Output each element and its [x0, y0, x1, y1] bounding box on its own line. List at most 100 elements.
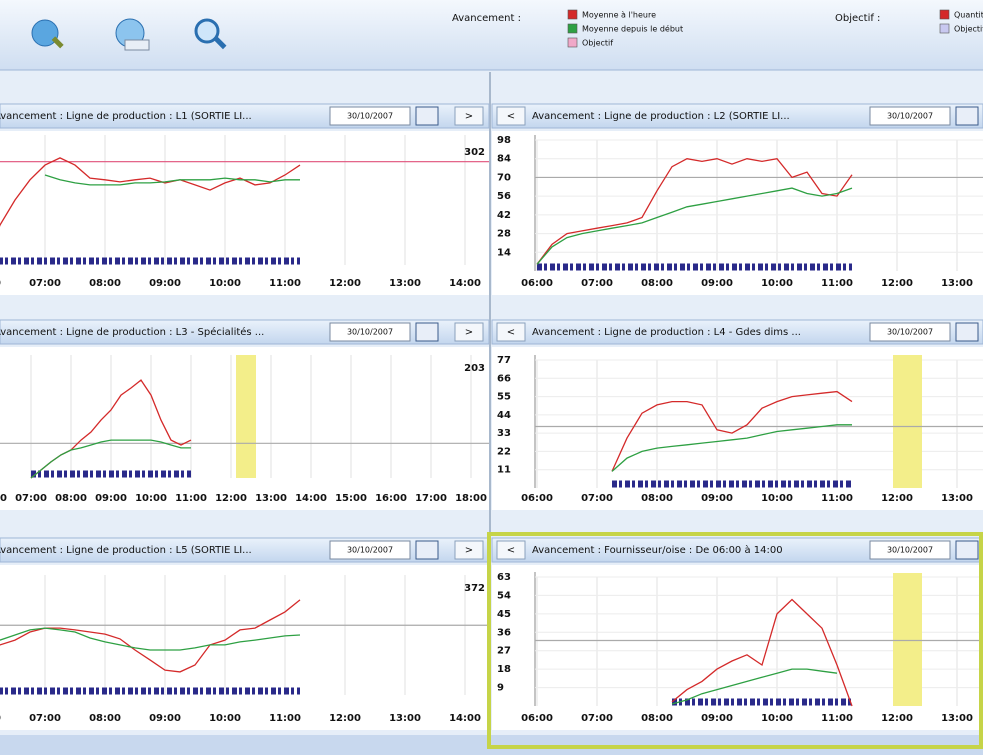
y-tick-label: 56 — [497, 191, 511, 202]
nav-button[interactable] — [454, 322, 484, 342]
nav-button-label[interactable]: < — [507, 327, 515, 338]
series-line — [0, 599, 301, 673]
x-tick-label: 13:00 — [941, 713, 973, 724]
nav-button-label[interactable]: > — [465, 545, 473, 556]
icon-refresh[interactable] — [115, 18, 150, 51]
x-tick-label: 08:00 — [641, 278, 673, 289]
x-tick-label: 06:00 — [521, 493, 553, 504]
nav-button-label[interactable]: < — [507, 545, 515, 556]
panel: > Avancement : Ligne de production : L3 -… — [0, 319, 490, 510]
date-field[interactable] — [329, 540, 411, 560]
calendar-button[interactable] — [415, 106, 439, 126]
date-field[interactable] — [869, 106, 951, 126]
calendar-button[interactable] — [955, 106, 979, 126]
y-tick-label: 63 — [497, 572, 511, 583]
target-label: 203 — [464, 363, 485, 374]
x-tick-label: 17:00 — [415, 493, 447, 504]
nav-button[interactable] — [496, 540, 526, 560]
panel-title: Avancement : Fournisseur/oise : De 06:00… — [532, 544, 783, 556]
x-tick-label: 12:00 — [329, 713, 361, 724]
x-tick-label: 09:00 — [149, 713, 181, 724]
nav-button[interactable] — [454, 540, 484, 560]
x-tick-label: 06:00 — [0, 493, 7, 504]
x-tick-label: 12:00 — [881, 713, 913, 724]
date-field[interactable] — [329, 106, 411, 126]
x-tick-label: 12:00 — [881, 278, 913, 289]
calendar-button[interactable] — [955, 540, 979, 560]
x-tick-label: 10:00 — [761, 493, 793, 504]
date-value: 30/10/2007 — [347, 112, 393, 121]
panel-title: Avancement : Ligne de production : L4 - … — [532, 327, 801, 338]
x-tick-label: 07:00 — [581, 713, 613, 724]
nav-button-label[interactable]: > — [465, 111, 473, 122]
legend-swatch — [939, 9, 950, 20]
date-field[interactable] — [869, 540, 951, 560]
x-tick-label: 08:00 — [89, 713, 121, 724]
target-label: 302 — [464, 147, 485, 158]
y-tick-label: 28 — [497, 229, 511, 240]
current-time-marker — [893, 355, 922, 488]
x-tick-label: 11:00 — [269, 713, 301, 724]
calendar-button[interactable] — [415, 540, 439, 560]
y-tick-label: 44 — [497, 410, 511, 421]
plot-area — [0, 131, 489, 295]
x-tick-label: 09:00 — [701, 713, 733, 724]
plot-area — [0, 565, 489, 730]
selected-panel-frame — [487, 532, 983, 749]
y-tick-label: 18 — [497, 664, 511, 675]
legend-item: Moyenne depuis le début — [582, 24, 683, 34]
x-tick-label: 07:00 — [581, 278, 613, 289]
x-tick-label: 07:00 — [15, 493, 47, 504]
legend-swatch — [939, 23, 950, 34]
legend-label: Avancement : — [452, 13, 521, 24]
x-tick-label: 09:00 — [95, 493, 127, 504]
x-tick-label: 09:00 — [701, 278, 733, 289]
series-line — [536, 187, 853, 265]
series-line — [0, 627, 301, 651]
x-tick-label: 16:00 — [375, 493, 407, 504]
x-tick-label: 09:00 — [149, 278, 181, 289]
x-tick-label: 08:00 — [641, 713, 673, 724]
nav-button[interactable] — [496, 322, 526, 342]
series-line — [30, 439, 191, 479]
calendar-button[interactable] — [955, 322, 979, 342]
x-tick-label: 10:00 — [135, 493, 167, 504]
x-tick-label: 08:00 — [641, 493, 673, 504]
x-tick-label: 06:00 — [0, 278, 1, 289]
x-tick-label: 12:00 — [329, 278, 361, 289]
date-value: 30/10/2007 — [887, 546, 933, 555]
icon-search[interactable] — [194, 18, 227, 50]
nav-button-label[interactable]: < — [507, 111, 515, 122]
calendar-button[interactable] — [415, 322, 439, 342]
legend-swatch — [567, 37, 578, 48]
date-value: 30/10/2007 — [887, 328, 933, 337]
legend-item: Objectif — [582, 39, 613, 48]
x-tick-label: 14:00 — [449, 278, 481, 289]
legend-item: Objectif — [954, 25, 983, 34]
nav-button[interactable] — [454, 106, 484, 126]
date-field[interactable] — [329, 322, 411, 342]
series-line — [671, 598, 853, 707]
y-tick-label: 36 — [497, 627, 511, 638]
x-tick-label: 09:00 — [701, 493, 733, 504]
panel: < Avancement : Fournisseur/oise : De 06:0… — [491, 537, 983, 730]
x-tick-label: 11:00 — [821, 713, 853, 724]
x-tick-label: 12:00 — [881, 493, 913, 504]
panel: < Avancement : Ligne de production : L4 -… — [491, 319, 983, 510]
x-tick-label: 14:00 — [295, 493, 327, 504]
nav-button-label[interactable]: > — [465, 327, 473, 338]
y-tick-label: 33 — [497, 428, 511, 439]
date-field[interactable] — [869, 322, 951, 342]
y-tick-label: 14 — [497, 247, 511, 258]
y-tick-label: 54 — [497, 590, 511, 601]
series-line — [611, 424, 852, 472]
nav-button[interactable] — [496, 106, 526, 126]
y-tick-label: 55 — [497, 392, 511, 403]
y-tick-label: 66 — [497, 373, 511, 384]
x-tick-label: 06:00 — [0, 713, 1, 724]
x-tick-label: 06:00 — [521, 713, 553, 724]
date-value: 30/10/2007 — [347, 328, 393, 337]
x-tick-label: 13:00 — [941, 278, 973, 289]
x-tick-label: 07:00 — [29, 713, 61, 724]
icon-zoom[interactable] — [31, 19, 64, 49]
